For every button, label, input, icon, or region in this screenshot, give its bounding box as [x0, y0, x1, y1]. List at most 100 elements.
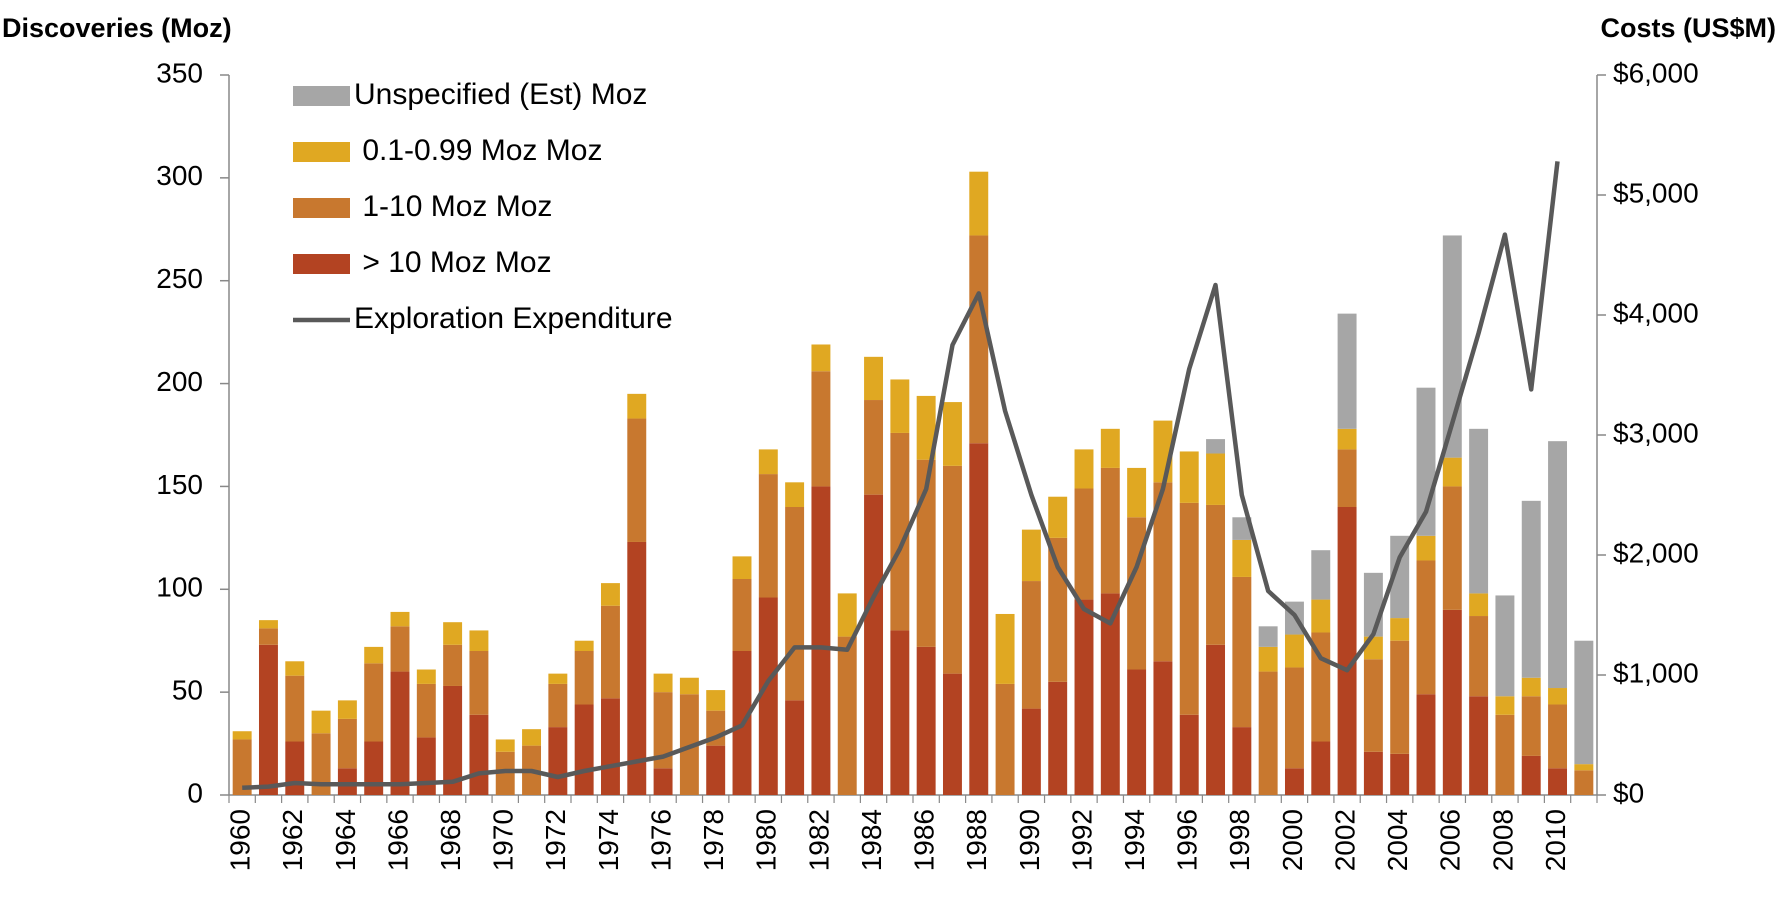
legend-label: 1-10 Moz Moz	[354, 190, 552, 223]
bar-segment	[1337, 449, 1357, 507]
bar-segment	[1074, 488, 1094, 600]
bar-segment	[364, 646, 384, 664]
bar-segment	[522, 729, 542, 746]
bar-segment	[1074, 449, 1094, 489]
x-tick-label: 1978	[698, 809, 729, 871]
bar-segment	[1179, 502, 1199, 715]
bar-segment	[1495, 714, 1515, 795]
bar-segment	[232, 739, 252, 795]
bar-segment	[1258, 626, 1278, 647]
bar-segment	[811, 344, 831, 372]
bar-segment	[1153, 482, 1173, 662]
bar-segment	[706, 690, 726, 711]
bar-segment	[1390, 618, 1410, 641]
bar-segment	[1048, 681, 1068, 795]
bar-segment	[416, 669, 436, 684]
x-tick-label: 1972	[540, 809, 571, 871]
bar-segment	[1363, 572, 1383, 637]
bar-segment	[811, 486, 831, 795]
bar-segment	[364, 663, 384, 742]
bar-segment	[785, 482, 805, 507]
bar-segment	[285, 661, 305, 676]
bar-segment	[1127, 669, 1147, 795]
bar-segment	[942, 402, 962, 466]
x-tick-label: 1992	[1066, 809, 1097, 871]
bar-segment	[758, 449, 778, 475]
bar-segment	[337, 768, 357, 795]
x-tick-label: 2010	[1540, 809, 1571, 871]
bar-segment	[443, 685, 463, 795]
bar-segment	[548, 727, 568, 795]
bar-segment	[1390, 753, 1410, 795]
bar-segment	[758, 474, 778, 598]
bar-segment	[1127, 467, 1147, 518]
x-tick-label: 2008	[1487, 809, 1518, 871]
bar-segment	[258, 628, 278, 645]
x-tick-label: 1974	[593, 809, 624, 871]
bar-segment	[732, 556, 752, 579]
x-tick-label: 1984	[856, 809, 887, 871]
bar-segment	[311, 710, 331, 734]
bar-segment	[1232, 576, 1252, 728]
x-tick-label: 2002	[1329, 809, 1360, 871]
bar-segment	[1495, 696, 1515, 715]
bar-segment	[942, 673, 962, 795]
y2-tick-label: $2,000	[1613, 537, 1699, 568]
bar-segment	[416, 683, 436, 738]
bar-segment	[1021, 529, 1041, 582]
bar-segment	[653, 692, 673, 769]
x-tick-label: 1982	[803, 809, 834, 871]
legend-label: Unspecified (Est) Moz	[354, 78, 647, 111]
bar-segment	[1258, 646, 1278, 672]
x-tick-label: 2006	[1435, 809, 1466, 871]
x-tick-label: 1988	[961, 809, 992, 871]
bar-segment	[574, 651, 594, 705]
y-tick-label: 300	[156, 160, 203, 191]
y2-tick-label: $1,000	[1613, 657, 1699, 688]
bar-segment	[890, 432, 910, 631]
bar-segment	[969, 235, 989, 444]
bar-segment	[864, 356, 884, 401]
bar-segment	[1521, 677, 1541, 697]
bar-segment	[443, 644, 463, 686]
bar-segment	[890, 630, 910, 795]
y-tick-label: 0	[187, 777, 203, 808]
bar-segment	[837, 636, 857, 795]
bar-segment	[1153, 661, 1173, 795]
bar-segment	[1521, 755, 1541, 795]
bar-segment	[1127, 517, 1147, 670]
bar-segment	[1206, 644, 1226, 795]
bar-segment	[942, 465, 962, 674]
bar-segment	[1390, 640, 1410, 754]
x-tick-label: 1970	[488, 809, 519, 871]
bar-segment	[785, 507, 805, 701]
bar-segment	[390, 611, 410, 627]
bar-segment	[758, 597, 778, 795]
bar-segment	[311, 733, 331, 795]
bar-segment	[785, 700, 805, 795]
bar-segment	[679, 694, 699, 795]
bar-segment	[679, 677, 699, 695]
bar-segment	[1206, 453, 1226, 505]
bar-segment	[285, 741, 305, 795]
x-tick-label: 1998	[1224, 809, 1255, 871]
bar-segment	[1521, 500, 1541, 678]
bar-segment	[1206, 439, 1226, 454]
bar-segment	[995, 683, 1015, 795]
legend-swatch	[293, 254, 350, 274]
bar-segment	[1363, 659, 1383, 752]
bar-segment	[1074, 599, 1094, 795]
bar-segment	[1048, 496, 1068, 538]
bar-segment	[837, 593, 857, 637]
bar-segment	[1311, 741, 1331, 795]
x-tick-label: 1986	[909, 809, 940, 871]
y2-tick-label: $6,000	[1613, 57, 1699, 88]
bar-segment	[1021, 581, 1041, 709]
bar-segment	[1442, 609, 1462, 795]
bar-segment	[864, 494, 884, 795]
bar-segment	[1258, 671, 1278, 795]
bar-segment	[864, 400, 884, 495]
legend-label: Exploration Expenditure	[354, 302, 673, 335]
bar-segment	[1100, 593, 1120, 795]
